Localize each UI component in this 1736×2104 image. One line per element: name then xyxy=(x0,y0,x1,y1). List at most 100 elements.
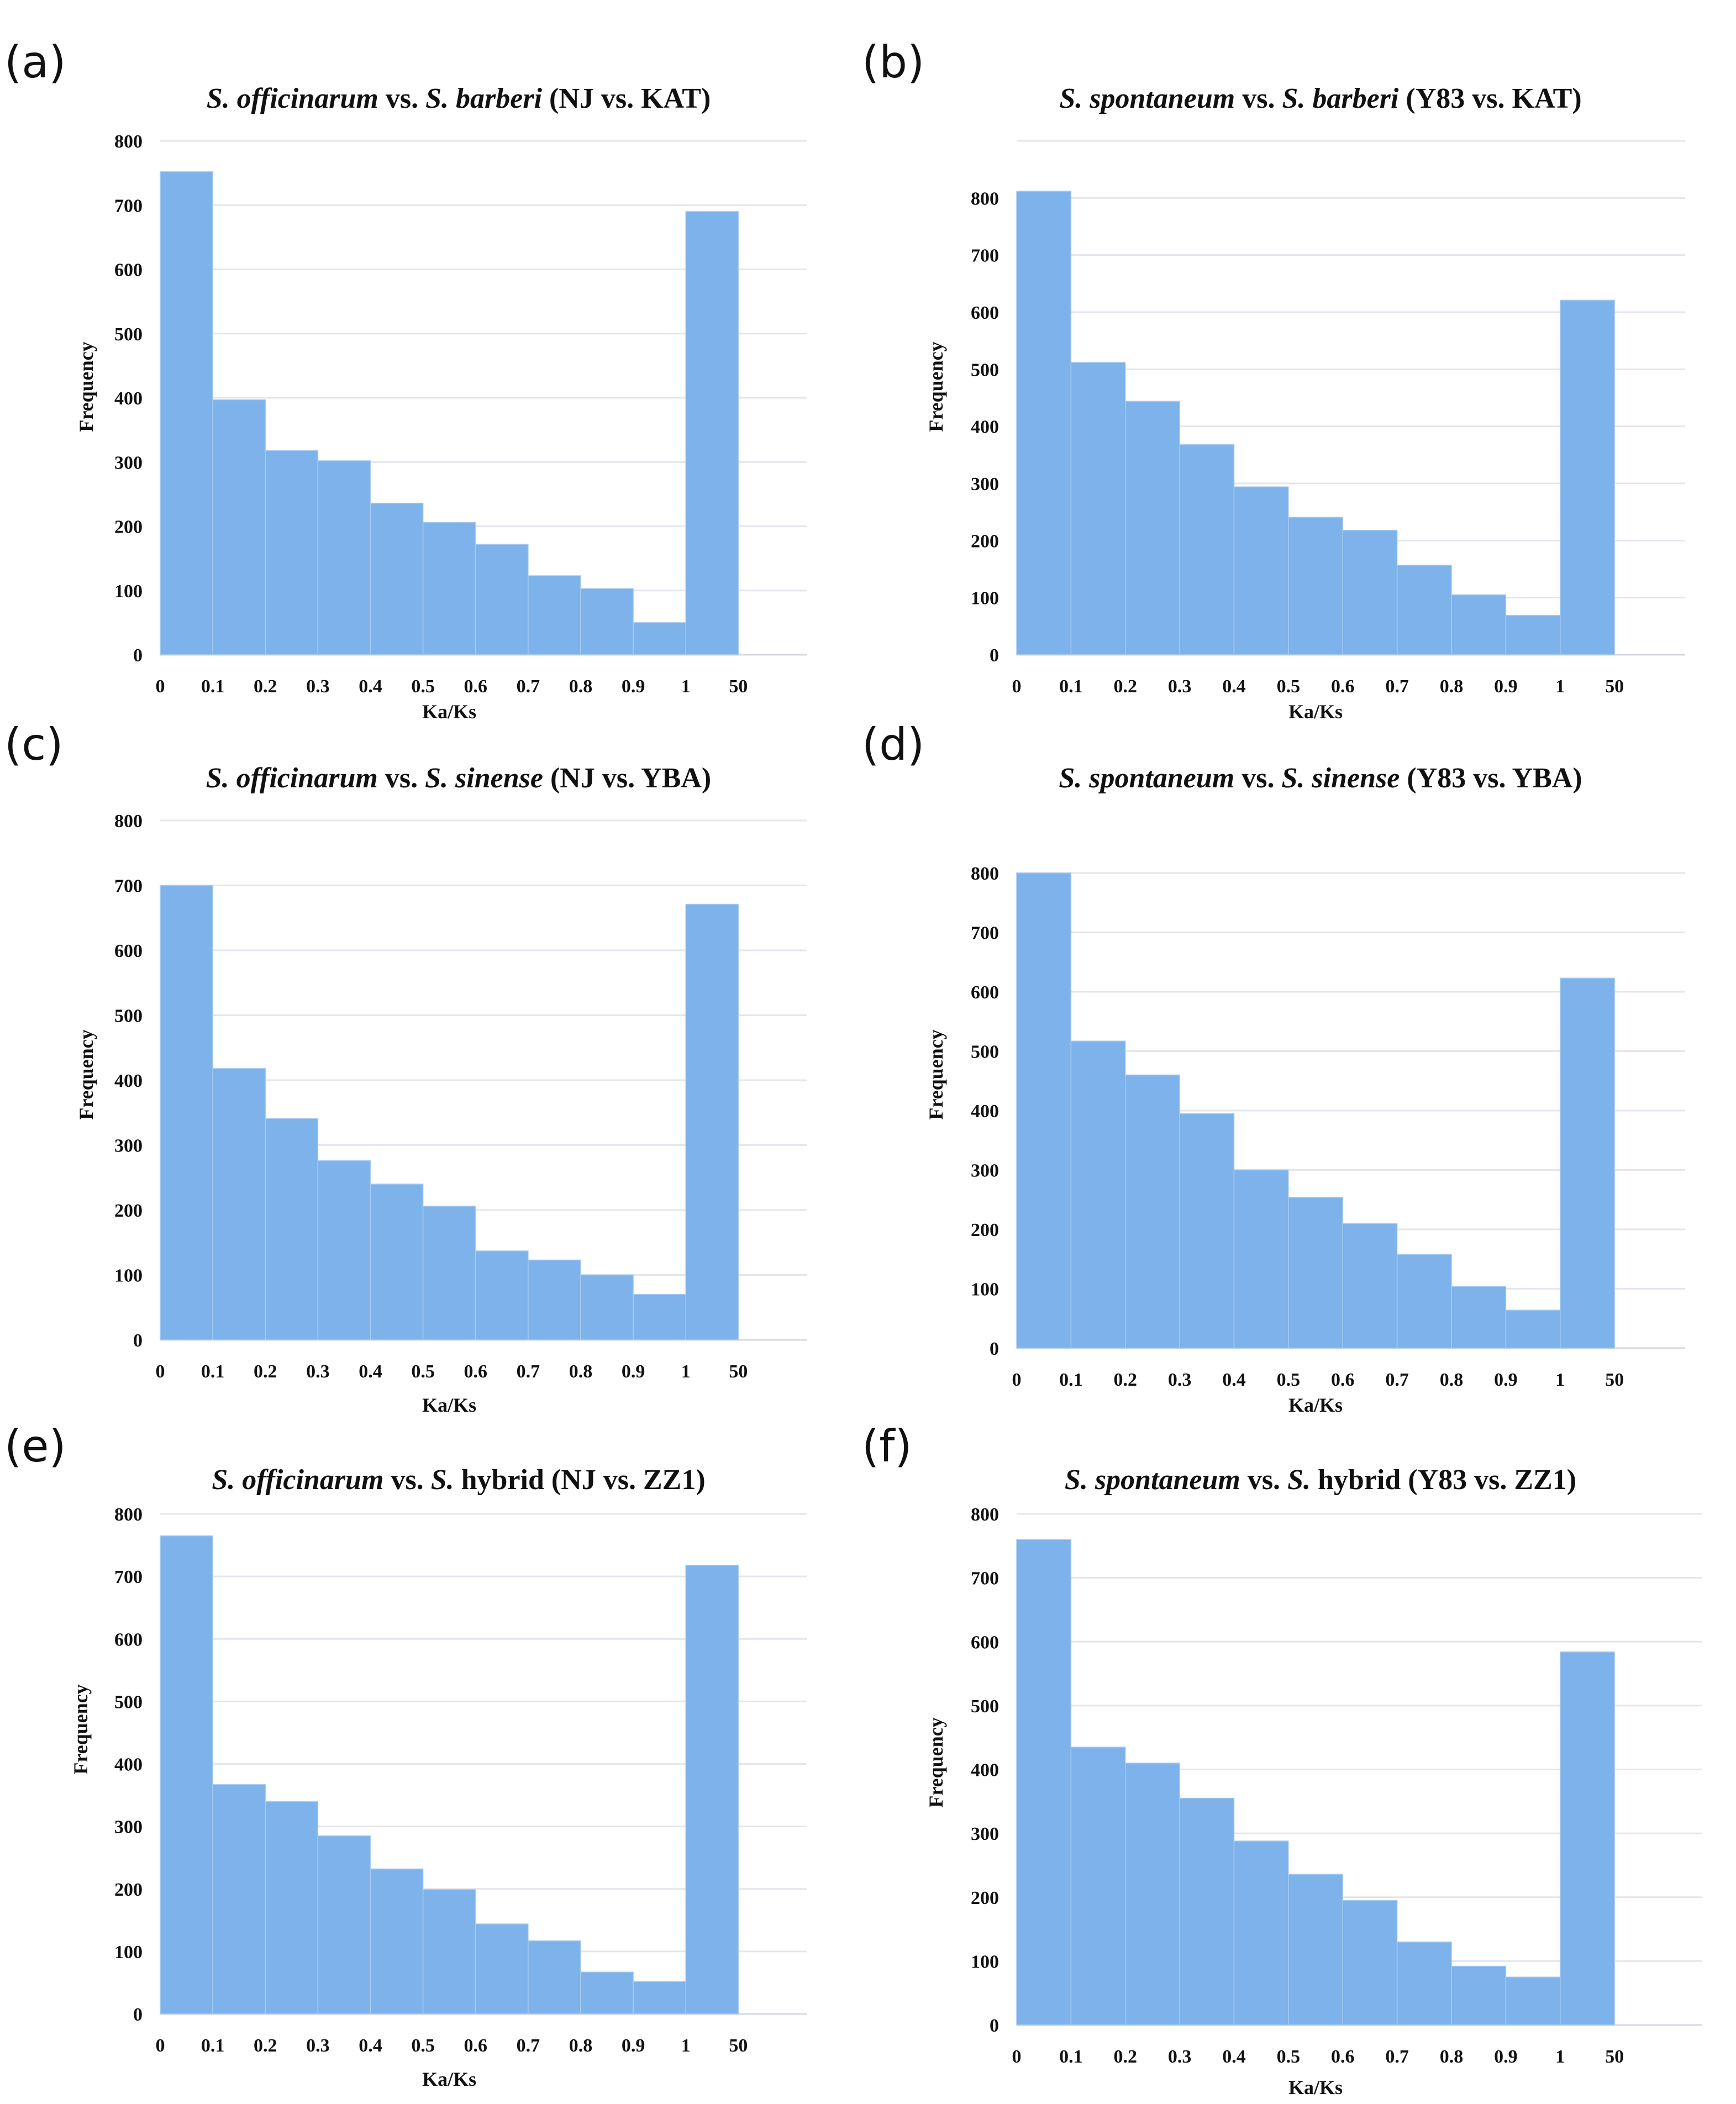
chart-title-part: S. barberi xyxy=(1282,83,1398,114)
chart-title-part: S. spontaneum xyxy=(1065,1464,1240,1496)
chart-title-part: S. sinense xyxy=(1282,762,1400,794)
x-tick-label: 0.6 xyxy=(1331,676,1355,697)
bar-0.1-0.2 xyxy=(212,1068,266,1340)
x-tick-label: 0.7 xyxy=(517,1361,540,1382)
x-tick-label: 0.4 xyxy=(1222,676,1246,697)
y-tick-label: 0 xyxy=(133,2005,143,2025)
y-tick-label: 800 xyxy=(971,864,999,884)
x-tick-label: 0.4 xyxy=(359,2035,382,2056)
x-tick-label: 0.5 xyxy=(1277,676,1301,697)
x-tick-label: 0.1 xyxy=(1059,676,1083,697)
x-tick-label: 0.8 xyxy=(1440,2047,1464,2067)
chart-title: S. spontaneum vs. S. sinense (Y83 vs. YB… xyxy=(1059,762,1582,794)
y-tick-label: 700 xyxy=(114,876,143,897)
bar-0.4-0.5 xyxy=(1233,486,1289,655)
x-tick-label: 1 xyxy=(1555,676,1565,697)
y-tick-label: 800 xyxy=(114,1505,143,1525)
chart-panel-6: (f) S. spontaneum vs. S. hybrid (Y83 vs. … xyxy=(862,1421,1702,2098)
y-axis-label: Frequency xyxy=(925,1717,947,1807)
y-tick-label: 400 xyxy=(971,1760,999,1781)
bar-0.1-0.2 xyxy=(212,1784,266,2014)
x-tick-label: 0 xyxy=(1012,1370,1022,1390)
y-tick-label: 800 xyxy=(971,188,999,209)
bar-0.5-0.6 xyxy=(422,1889,476,2014)
chart-title-part: S. barberi xyxy=(425,83,542,114)
x-tick-label: 0 xyxy=(156,2035,165,2056)
bar-0.6-0.7 xyxy=(475,544,529,655)
chart-title-part: S. spontaneum xyxy=(1059,83,1235,114)
bar-0.6-0.7 xyxy=(1342,1900,1398,2026)
x-tick-label: 0.1 xyxy=(1059,2047,1083,2067)
chart-title: S. officinarum vs. S. barberi (NJ vs. KA… xyxy=(207,83,711,114)
y-tick-label: 500 xyxy=(114,1006,143,1027)
x-tick-label: 0.3 xyxy=(306,676,330,697)
bar-0.7-0.8 xyxy=(1396,1941,1452,2026)
y-tick-label: 600 xyxy=(114,941,143,961)
chart-title: S. officinarum vs. S. hybrid (NJ vs. ZZ1… xyxy=(212,1464,705,1496)
y-tick-label: 0 xyxy=(133,645,143,666)
chart-panel-2: (b) S. spontaneum vs. S. barberi (Y83 vs.… xyxy=(862,36,1685,723)
y-axis-label: Frequency xyxy=(75,1029,97,1119)
y-axis-label: Frequency xyxy=(925,1029,947,1119)
bar-0.9-1 xyxy=(633,1294,686,1340)
bar-0.4-0.5 xyxy=(370,502,424,655)
panel-label: (c) xyxy=(4,719,63,770)
x-tick-label: 0.9 xyxy=(1494,1370,1518,1390)
bar-1-50 xyxy=(685,903,739,1340)
y-tick-label: 300 xyxy=(114,1136,143,1156)
x-tick-label: 50 xyxy=(1605,1370,1624,1390)
y-tick-label: 500 xyxy=(971,360,999,380)
x-tick-label: 0.4 xyxy=(359,1361,382,1382)
x-tick-label: 0.3 xyxy=(1168,676,1192,697)
y-tick-label: 400 xyxy=(114,1755,143,1775)
x-tick-label: 0.8 xyxy=(569,2035,593,2056)
x-tick-label: 1 xyxy=(1555,1370,1565,1390)
panel-label: (a) xyxy=(4,36,66,88)
x-tick-label: 0.7 xyxy=(1385,1370,1409,1390)
x-axis-label: Ka/Ks xyxy=(422,1394,476,1416)
bar-0.7-0.8 xyxy=(528,1940,581,2014)
x-tick-label: 0.2 xyxy=(254,1361,277,1382)
bar-0-0.1 xyxy=(160,1535,213,2014)
x-tick-label: 0.3 xyxy=(306,2035,330,2056)
bar-0.3-0.4 xyxy=(317,1835,371,2014)
chart-title-part: S. officinarum xyxy=(206,762,378,794)
y-tick-label: 800 xyxy=(114,132,143,152)
chart-title-part: (Y83 vs. YBA) xyxy=(1400,762,1582,794)
bar-0.1-0.2 xyxy=(212,399,266,655)
x-axis-label: Ka/Ks xyxy=(1288,1394,1343,1416)
x-tick-label: 0.6 xyxy=(464,676,487,697)
chart-title-part: vs. xyxy=(1234,762,1281,794)
x-axis-label: Ka/Ks xyxy=(422,2068,476,2090)
bar-0.1-0.2 xyxy=(1070,362,1126,655)
bar-0.3-0.4 xyxy=(317,1160,371,1340)
x-tick-label: 0.4 xyxy=(1222,1370,1246,1390)
bar-0.6-0.7 xyxy=(475,1250,529,1340)
y-tick-label: 800 xyxy=(114,811,143,832)
x-tick-label: 50 xyxy=(1605,676,1624,697)
bar-0.4-0.5 xyxy=(370,1868,424,2014)
x-tick-label: 0.2 xyxy=(1113,676,1137,697)
x-tick-label: 0.3 xyxy=(1168,1370,1192,1390)
bar-0.2-0.3 xyxy=(265,1118,319,1340)
bar-0.4-0.5 xyxy=(1233,1840,1289,2026)
chart-title-part: vs. xyxy=(1240,1464,1287,1496)
y-tick-label: 600 xyxy=(114,1629,143,1650)
y-tick-label: 600 xyxy=(971,982,999,1003)
chart-title-part: vs. xyxy=(383,1464,430,1496)
chart-title-part: S. xyxy=(431,1464,454,1496)
x-tick-label: 0.5 xyxy=(411,1361,435,1382)
x-tick-label: 0 xyxy=(156,676,165,697)
y-tick-label: 100 xyxy=(114,1266,143,1286)
bar-0-0.1 xyxy=(160,171,213,655)
x-tick-label: 1 xyxy=(681,1361,691,1382)
chart-title-part: S. spontaneum xyxy=(1059,762,1234,794)
y-tick-label: 100 xyxy=(114,581,143,602)
y-tick-label: 100 xyxy=(971,588,999,609)
chart-title-part: hybrid (Y83 vs. ZZ1) xyxy=(1311,1464,1576,1496)
x-axis-label: Ka/Ks xyxy=(422,701,476,723)
bar-0.2-0.3 xyxy=(1124,1763,1180,2026)
x-tick-label: 50 xyxy=(729,2035,748,2056)
bar-0.8-0.9 xyxy=(580,1274,634,1340)
x-tick-label: 0.5 xyxy=(411,676,435,697)
